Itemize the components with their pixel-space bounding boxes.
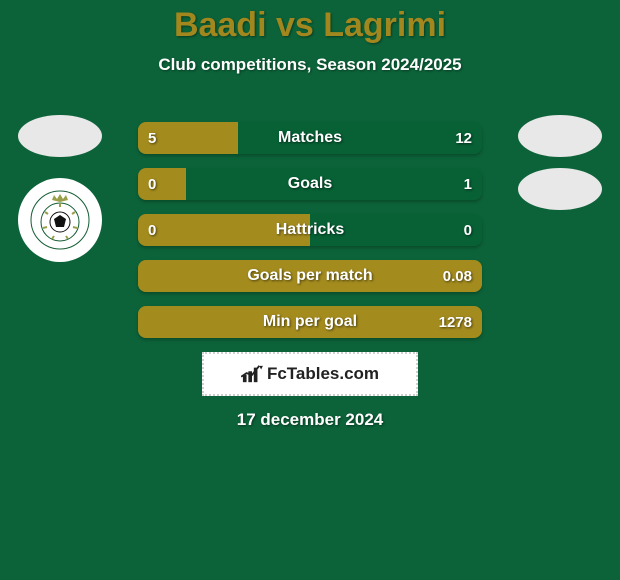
chart-icon: [241, 364, 263, 384]
date-text: 17 december 2024: [0, 410, 620, 430]
stats-bars: 512Matches 01Goals 00Hattricks 0.08Goals pe…: [138, 122, 482, 352]
club-badge-icon: [30, 190, 90, 250]
page-title: Baadi vs Lagrimi: [0, 0, 620, 45]
stat-bar: 512Matches: [138, 122, 482, 154]
player1-club-crest-2: [18, 178, 102, 262]
comparison-card: Baadi vs Lagrimi Club competitions, Seas…: [0, 0, 620, 580]
stat-label: Goals per match: [138, 260, 482, 292]
stat-label: Goals: [138, 168, 482, 200]
subtitle: Club competitions, Season 2024/2025: [0, 55, 620, 75]
player2-club-crest-1: [518, 115, 602, 157]
brand-box[interactable]: FcTables.com: [202, 352, 418, 396]
stat-label: Min per goal: [138, 306, 482, 338]
stat-bar: 01Goals: [138, 168, 482, 200]
stat-label: Matches: [138, 122, 482, 154]
stat-label: Hattricks: [138, 214, 482, 246]
brand-text: FcTables.com: [267, 364, 379, 384]
stat-bar: 1278Min per goal: [138, 306, 482, 338]
stat-bar: 00Hattricks: [138, 214, 482, 246]
stat-bar: 0.08Goals per match: [138, 260, 482, 292]
player1-club-crest-1: [18, 115, 102, 157]
player2-club-crest-2: [518, 168, 602, 210]
